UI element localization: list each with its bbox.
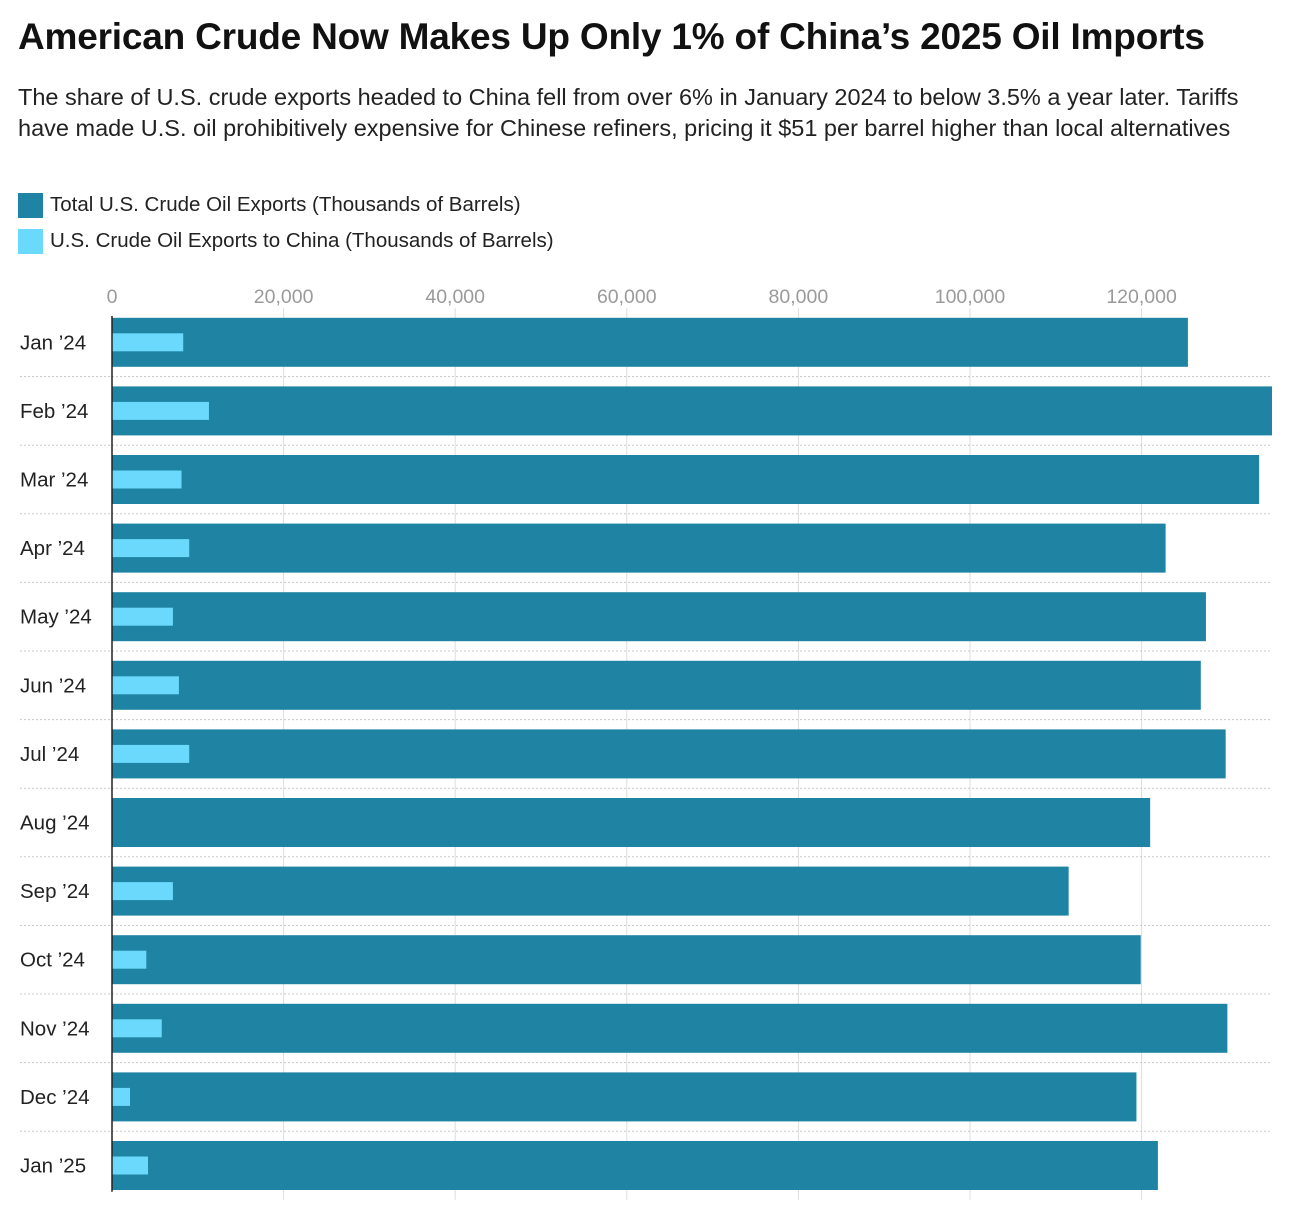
bar-total <box>112 523 1166 573</box>
bar-china <box>112 1019 162 1038</box>
legend-swatch-china <box>18 228 43 254</box>
x-tick-label: 40,000 <box>425 286 485 308</box>
category-label: Oct ’24 <box>20 949 85 972</box>
bar-total <box>112 386 1272 436</box>
category-label: Feb ’24 <box>20 400 88 423</box>
bar-china <box>112 950 147 969</box>
legend-label-total: Total U.S. Crude Oil Exports (Thousands … <box>50 193 521 216</box>
bar-total <box>112 935 1141 985</box>
chart-subtitle: The share of U.S. crude exports headed t… <box>18 84 1239 141</box>
bar-total <box>112 1072 1137 1122</box>
bar-total <box>112 866 1069 916</box>
category-label: May ’24 <box>20 606 92 629</box>
bar-total <box>112 1003 1228 1053</box>
x-tick-label: 20,000 <box>254 286 314 308</box>
category-label: Jan ’25 <box>20 1155 86 1178</box>
x-tick-label: 0 <box>107 286 118 308</box>
bar-china <box>112 1156 149 1175</box>
bar-total <box>112 660 1201 710</box>
bar-total <box>112 729 1226 779</box>
category-label: Nov ’24 <box>20 1017 90 1040</box>
x-tick-label: 120,000 <box>1106 286 1177 308</box>
x-tick-label: 100,000 <box>935 286 1006 308</box>
legend: Total U.S. Crude Oil Exports (Thousands … <box>18 192 554 264</box>
bar-total <box>112 798 1151 847</box>
bar-china <box>112 1087 131 1106</box>
bar-total <box>112 317 1188 367</box>
category-label: Dec ’24 <box>20 1086 90 1109</box>
legend-label-china: U.S. Crude Oil Exports to China (Thousan… <box>50 229 554 252</box>
x-tick-label: 60,000 <box>597 286 657 308</box>
bar-total <box>112 1141 1158 1190</box>
category-label: Apr ’24 <box>20 537 85 560</box>
category-label: Jul ’24 <box>20 743 79 766</box>
category-label: Jun ’24 <box>20 674 86 697</box>
bar-china <box>112 607 173 626</box>
legend-item-total: Total U.S. Crude Oil Exports (Thousands … <box>18 192 554 218</box>
category-label: Aug ’24 <box>20 812 90 835</box>
bar-total <box>112 592 1206 642</box>
bar-china <box>112 676 179 695</box>
legend-item-china: U.S. Crude Oil Exports to China (Thousan… <box>18 228 554 254</box>
category-label: Sep ’24 <box>20 880 90 903</box>
bar-china <box>112 333 184 352</box>
bar-china <box>112 882 173 901</box>
x-tick-label: 80,000 <box>769 286 829 308</box>
bar-total <box>112 455 1260 504</box>
bar-china <box>112 470 182 489</box>
bar-china <box>112 744 190 763</box>
category-label: Mar ’24 <box>20 469 88 492</box>
category-label: Jan ’24 <box>20 331 86 354</box>
bar-china <box>112 401 209 420</box>
legend-swatch-total <box>18 192 43 218</box>
bar-china <box>112 539 190 558</box>
chart-title: American Crude Now Makes Up Only 1% of C… <box>18 16 1205 57</box>
